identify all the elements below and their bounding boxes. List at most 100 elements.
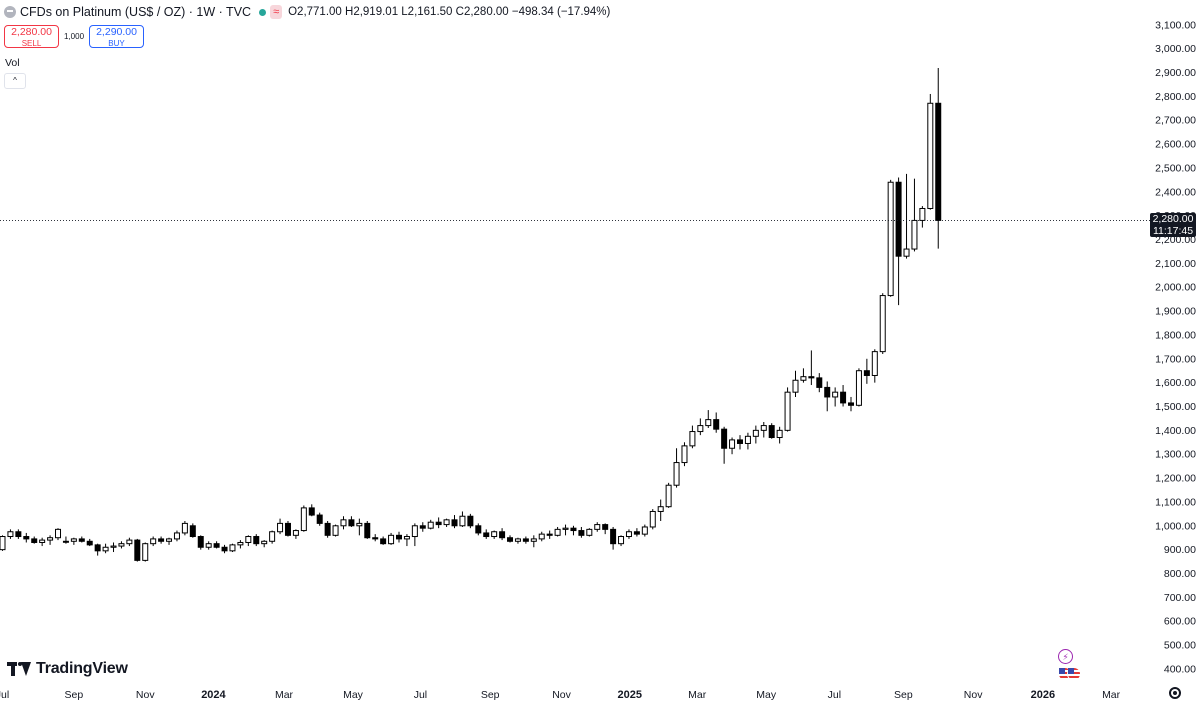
candle <box>792 370 799 397</box>
gear-icon[interactable] <box>1169 687 1181 699</box>
price-tick-label: 1,700.00 <box>1155 353 1196 365</box>
us-flag-icon[interactable] <box>1058 667 1082 681</box>
candle-body <box>840 391 847 404</box>
price-tick-label: 3,100.00 <box>1155 19 1196 31</box>
candle-body <box>332 525 339 536</box>
price-tick-label: 1,200.00 <box>1155 473 1196 485</box>
price-tick-label: 800.00 <box>1164 568 1196 580</box>
spread-value: 1,000 <box>64 32 85 41</box>
candle <box>633 528 640 537</box>
time-axis[interactable]: Jul Sep Nov 2024 Mar May Jul Sep Nov 2025 Mar May Ju… <box>0 689 1121 701</box>
candle-body <box>213 543 220 548</box>
candle <box>388 532 395 545</box>
candle-body <box>55 528 62 539</box>
candle <box>824 381 831 412</box>
candle-body <box>863 370 870 376</box>
price-tick-label: 700.00 <box>1164 592 1196 604</box>
price-axis[interactable]: 400.00 500.00 600.00 700.00 800.00 900.00 1,00… <box>0 19 1196 675</box>
candle <box>0 535 6 551</box>
price-tick-label: 500.00 <box>1164 640 1196 652</box>
price-tick-label: 1,900.00 <box>1155 306 1196 318</box>
buy-label: BUY <box>108 39 125 48</box>
buy-price: 2,290.00 <box>96 26 137 38</box>
candle-body <box>102 546 109 552</box>
candle <box>150 536 157 547</box>
candle-body <box>245 536 252 543</box>
tradingview-logo[interactable]: TradingView <box>7 660 128 678</box>
candle <box>435 517 442 529</box>
candle-body <box>633 531 640 535</box>
volume-indicator-label[interactable]: Vol <box>5 57 20 69</box>
candle <box>713 412 720 433</box>
candle <box>15 529 22 539</box>
candle <box>744 432 751 450</box>
candle-body <box>681 445 688 464</box>
candle-body <box>150 538 157 545</box>
candle <box>427 519 434 530</box>
candle <box>927 93 934 210</box>
candle <box>871 349 878 383</box>
candle-body <box>269 531 276 542</box>
candle-body <box>594 524 601 530</box>
symbol-title[interactable]: CFDs on Platinum (US$ / OZ) · 1W · TVC <box>20 5 252 19</box>
candle-body <box>554 528 561 536</box>
candle-body <box>784 391 791 431</box>
candle <box>919 206 926 228</box>
candle <box>578 526 585 538</box>
bar-countdown: 11:17:45 <box>1152 225 1194 237</box>
price-tick-label: 2,700.00 <box>1155 115 1196 127</box>
candle-body <box>602 524 609 530</box>
candle <box>768 423 775 439</box>
candle-body <box>848 402 855 406</box>
candle-body <box>70 538 77 542</box>
candle <box>356 518 363 536</box>
candle-body <box>657 506 664 512</box>
candle-body <box>871 351 878 376</box>
candle-body <box>443 519 450 526</box>
price-tick-label: 2,500.00 <box>1155 162 1196 174</box>
candle <box>110 542 117 553</box>
candle-body <box>768 425 775 439</box>
time-tick-label: Jul <box>828 689 841 701</box>
collapse-indicators-button[interactable]: ^ <box>4 73 26 89</box>
time-tick-label: Jul <box>0 689 9 701</box>
candle <box>705 410 712 428</box>
candle-body <box>760 425 767 431</box>
candle-body <box>499 531 506 539</box>
candle-body <box>94 544 101 552</box>
time-tick-label: 2025 <box>618 689 642 701</box>
candle <box>641 524 648 537</box>
candle <box>39 537 46 547</box>
candle <box>324 521 331 538</box>
candle-body <box>348 519 355 527</box>
candle-body <box>689 431 696 447</box>
candle-body <box>197 536 204 548</box>
candle-body <box>855 370 862 406</box>
candle <box>158 536 165 544</box>
candle-body <box>364 522 371 539</box>
candle-body <box>411 525 418 538</box>
candle-body <box>23 536 30 540</box>
candle <box>522 536 529 544</box>
candle <box>197 535 204 550</box>
candle-body <box>39 539 46 543</box>
price-tick-label: 2,900.00 <box>1155 67 1196 79</box>
candle <box>935 67 942 249</box>
candle-body <box>919 207 926 221</box>
candle <box>467 513 474 529</box>
candle <box>31 536 38 544</box>
candle <box>546 530 553 539</box>
sell-button[interactable]: 2,280.00 SELL <box>4 25 59 48</box>
time-tick-label: Sep <box>65 689 84 701</box>
candle-body <box>522 538 529 542</box>
candle <box>269 530 276 544</box>
candle-body <box>181 522 188 534</box>
buy-button[interactable]: 2,290.00 BUY <box>89 25 145 48</box>
lightning-icon[interactable]: ⚡ <box>1058 649 1073 664</box>
candle-body <box>570 527 577 532</box>
candle <box>657 499 664 522</box>
candle <box>332 524 339 537</box>
candle-body <box>229 544 236 552</box>
price-tick-label: 2,800.00 <box>1155 91 1196 103</box>
